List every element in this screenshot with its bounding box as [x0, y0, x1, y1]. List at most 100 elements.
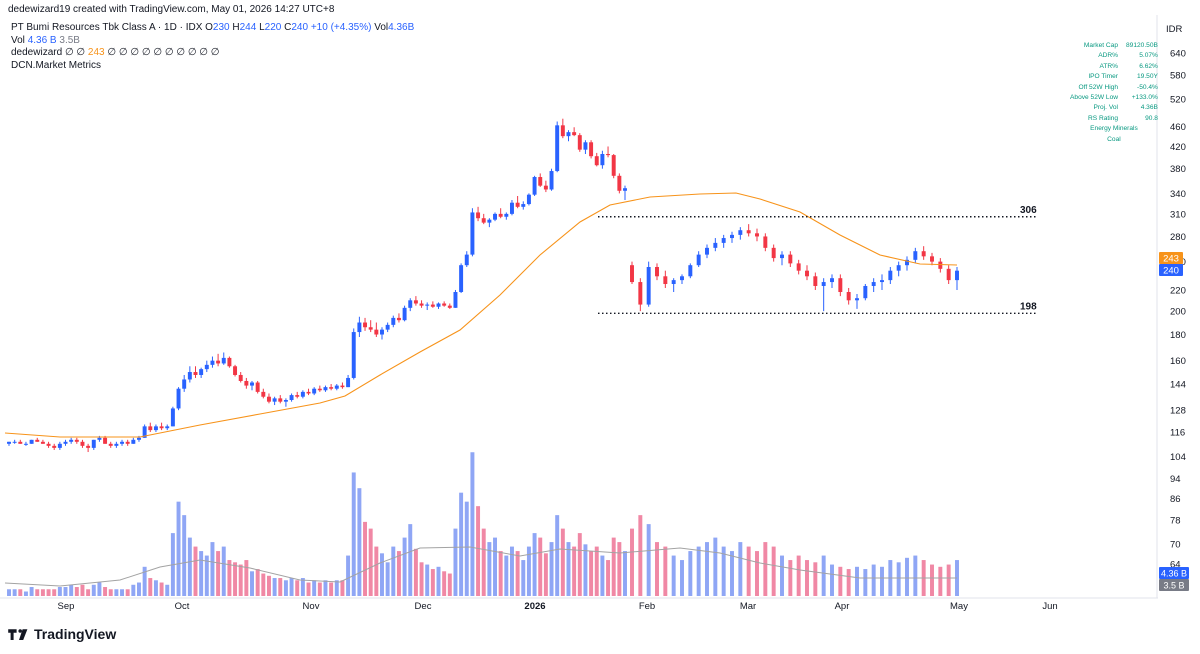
y-tick-label: 640 — [1170, 49, 1186, 60]
metrics-key: Proj. Vol — [1093, 104, 1119, 112]
candle-body — [688, 265, 693, 277]
volume-bar — [863, 569, 868, 596]
candle-body — [204, 364, 209, 370]
candle-body — [538, 177, 543, 186]
metrics-sector: Energy Minerals — [1090, 125, 1138, 133]
candle-body — [148, 426, 153, 431]
volume-bar — [905, 557, 909, 596]
indicator-row[interactable]: dedewizard ∅ ∅ 243 ∅ ∅ ∅ ∅ ∅ ∅ ∅ ∅ ∅ ∅ — [11, 47, 414, 60]
metrics-row: Off 52W High -50.4% — [1066, 83, 1162, 93]
y-tick-label: 380 — [1170, 164, 1186, 175]
candle-body — [705, 247, 709, 255]
volume-bar — [346, 555, 351, 596]
candle-body — [413, 300, 418, 304]
candle-body — [946, 268, 951, 281]
symbol-ohlc-row[interactable]: PT Bumi Resources Tbk Class A · 1D · IDX… — [11, 22, 414, 35]
symbol-title: PT Bumi Resources Tbk Class A · 1D · IDX — [11, 22, 203, 33]
metrics-key: ATR% — [1099, 62, 1119, 70]
metrics-value: +133.0% — [1131, 94, 1158, 102]
open-label: O — [205, 22, 213, 33]
candle-body — [680, 276, 684, 281]
volume-bar — [312, 580, 317, 596]
volume-bar — [91, 584, 96, 596]
candle-body — [238, 374, 243, 381]
candle-body — [317, 388, 322, 391]
metrics-indicator-row[interactable]: DCN.Market Metrics — [11, 60, 414, 73]
y-tick-label: 64 — [1170, 560, 1181, 571]
candle-body — [391, 317, 396, 325]
volume-row[interactable]: Vol 4.36 B 3.5B — [11, 35, 414, 48]
volume-badge — [1159, 579, 1189, 591]
volume-bar — [35, 589, 40, 596]
candle-body — [780, 254, 784, 259]
candle-body — [227, 357, 232, 367]
candle-body — [487, 219, 492, 223]
candle-body — [430, 304, 435, 307]
candle-body — [663, 276, 668, 285]
candle-body — [930, 256, 934, 262]
x-tick-label: Nov — [303, 601, 320, 612]
y-tick-label: 86 — [1170, 494, 1181, 505]
candle-body — [216, 360, 221, 364]
candle-body — [630, 265, 634, 283]
candle-body — [266, 396, 271, 402]
chart-legend: PT Bumi Resources Tbk Class A · 1D · IDX… — [11, 22, 414, 72]
y-tick-label: 340 — [1170, 189, 1186, 200]
candle-body — [193, 372, 198, 375]
tradingview-brand[interactable]: TradingView — [8, 626, 116, 642]
creator-line: dedewizard19 created with TradingView.co… — [8, 4, 335, 15]
candle-body — [721, 238, 726, 243]
volume-bar — [600, 555, 605, 596]
y-tick-label: 180 — [1170, 330, 1186, 341]
volume-bar — [493, 537, 497, 596]
volume-bar — [278, 578, 283, 596]
volume-bar — [663, 546, 668, 596]
candle-body — [255, 382, 260, 392]
y-tick-label: 200 — [1170, 307, 1186, 318]
candle-body — [74, 439, 79, 442]
candle-body — [210, 360, 215, 365]
vol-label-inline: Vol — [374, 22, 389, 33]
change-value: +10 (+4.35%) — [310, 22, 372, 33]
candle-body — [521, 204, 526, 207]
volume-bar — [509, 546, 514, 596]
volume-bar — [688, 551, 693, 596]
volume-bar — [746, 546, 751, 596]
candle-body — [855, 298, 859, 301]
metrics-value: 19.50Y — [1137, 73, 1158, 81]
candle-body — [888, 270, 893, 281]
candle-body — [312, 388, 317, 394]
candle-body — [272, 398, 277, 402]
candle-body — [40, 441, 45, 444]
candle-body — [543, 185, 548, 190]
metrics-key: Off 52W High — [1078, 83, 1119, 91]
x-tick-label: Sep — [58, 601, 75, 612]
volume-bar — [430, 569, 435, 596]
metrics-key: RS Rating — [1087, 114, 1119, 122]
candle-body — [329, 387, 334, 389]
volume-bar — [671, 555, 676, 596]
volume-bar — [830, 564, 834, 596]
vol-ma-value: 3.5B — [59, 34, 80, 46]
volume-bar — [329, 582, 334, 596]
volume-bar — [871, 564, 876, 596]
volume-bar — [713, 537, 718, 596]
candle-body — [86, 445, 91, 448]
candle-body — [170, 408, 175, 427]
candle-body — [142, 426, 147, 438]
candle-body — [278, 398, 283, 402]
volume-badge-label: 4.36 B — [1161, 569, 1187, 579]
candle-body — [746, 230, 751, 234]
candle-body — [159, 426, 164, 429]
candle-body — [425, 304, 430, 306]
candle-body — [560, 125, 565, 137]
candle-body — [481, 218, 486, 223]
y-tick-label: 94 — [1170, 474, 1181, 485]
volume-bar — [771, 546, 776, 596]
candle-body — [23, 443, 28, 445]
volume-bar — [913, 555, 918, 596]
metrics-row: Market Cap 89120.50B — [1066, 41, 1162, 51]
candle-body — [763, 236, 768, 248]
candle-body — [566, 132, 571, 137]
